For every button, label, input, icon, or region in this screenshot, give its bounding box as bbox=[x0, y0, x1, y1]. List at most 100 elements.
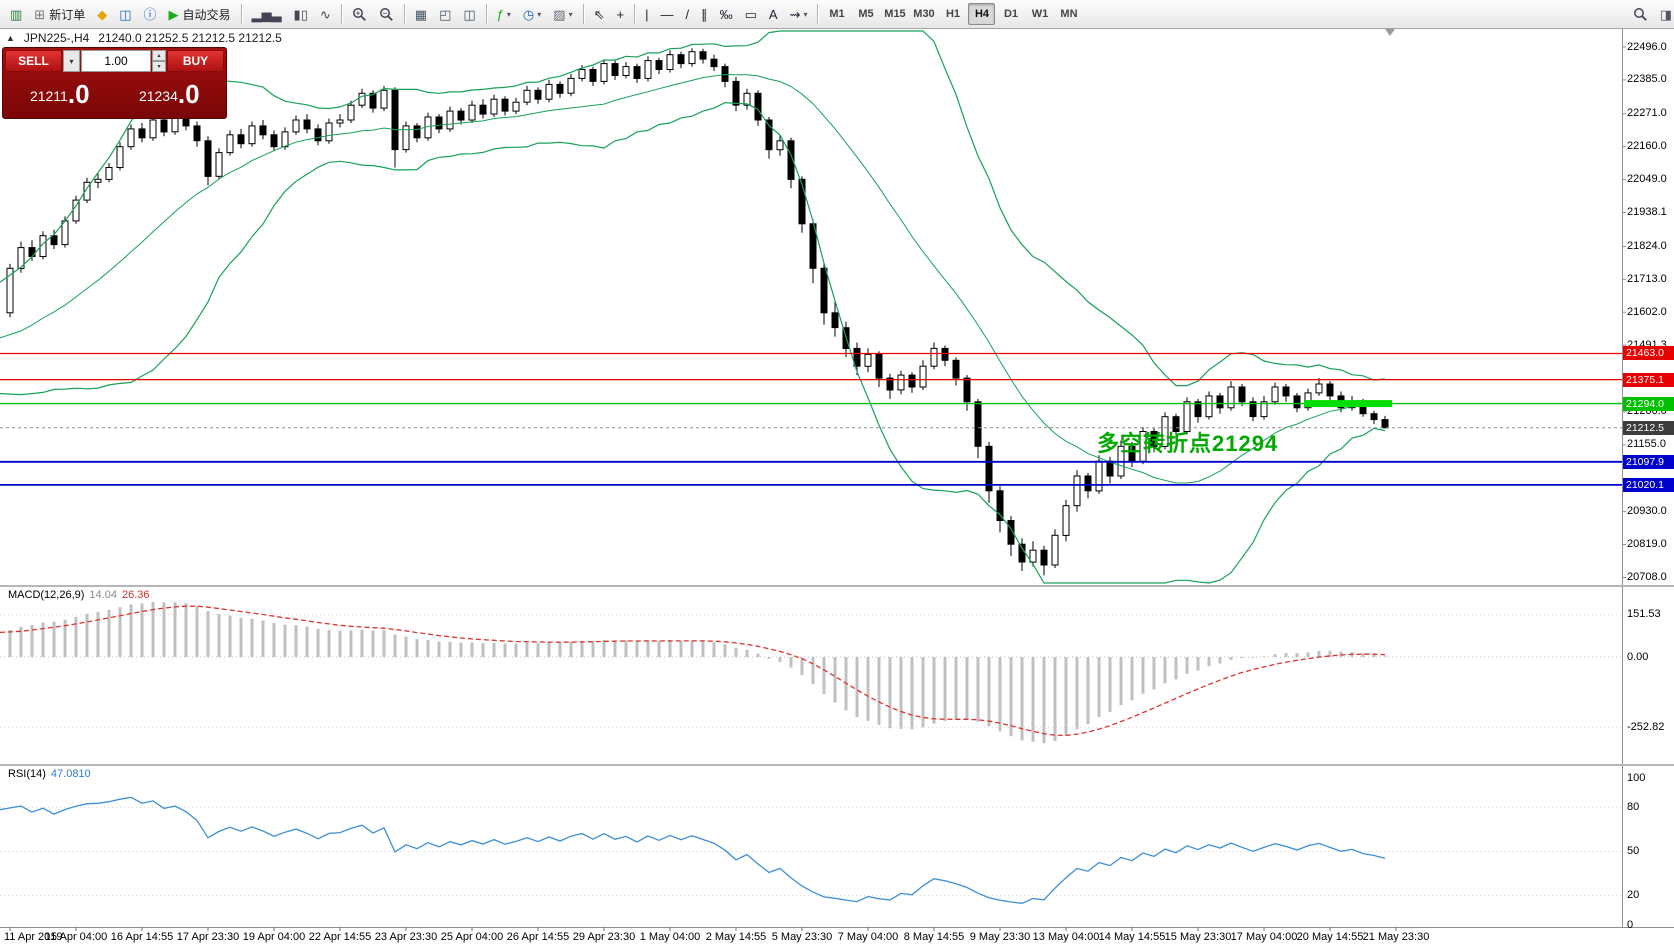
new-order-button[interactable]: ⊞ 新订单 bbox=[29, 2, 90, 27]
timeframe-m15[interactable]: M15 bbox=[884, 8, 906, 20]
shapes-icon[interactable]: ▭ bbox=[740, 2, 762, 27]
toolbar-left-groups: ▥ ⊞ 新订单 ◆ ◫ ⓘ ▶ 自动交易 ▂▅▃ ▮▯ ∿ + – ▦ ◰ ◫ ƒ ▾ ◷ ▾ ▨ ▾ ⇖ + | — / ∥ ‰ ▭ A ⇝… bbox=[4, 0, 1627, 28]
horizontal-line-icon[interactable]: — bbox=[655, 2, 678, 27]
timeframe-h4[interactable]: H4 bbox=[968, 3, 996, 25]
lot-decrease-icon[interactable]: ▾ bbox=[152, 61, 166, 72]
timeframe-m5[interactable]: M5 bbox=[858, 8, 874, 20]
trade-widget-prices: 21211.0 21234.0 bbox=[5, 72, 224, 116]
time-axis-label: 8 May 14:55 bbox=[903, 931, 965, 943]
panels-icon[interactable]: ◨ bbox=[1659, 6, 1672, 22]
price-axis-label: 22271.0 bbox=[1627, 107, 1667, 120]
lot-increase-icon[interactable]: ▴ bbox=[152, 50, 166, 61]
toolbar-separator bbox=[403, 4, 405, 24]
line-chart-icon-glyph: ∿ bbox=[319, 6, 331, 22]
rsi-axis-label: 20 bbox=[1627, 889, 1640, 902]
sell-button[interactable]: SELL bbox=[5, 50, 62, 72]
toolbar-separator bbox=[240, 4, 242, 24]
zoom-in-icon[interactable]: + bbox=[347, 2, 372, 27]
data-window-icon[interactable]: ⓘ bbox=[139, 2, 162, 27]
trendline-icon-glyph: / bbox=[685, 6, 690, 22]
periods-icon-glyph: ◷ bbox=[522, 6, 535, 22]
text-icon[interactable]: A bbox=[764, 2, 783, 27]
zoom-out-icon[interactable]: – bbox=[374, 2, 399, 27]
auto-arrange-icon-glyph: ▦ bbox=[414, 6, 428, 22]
svg-text:–: – bbox=[383, 8, 387, 17]
toolbar-separator bbox=[582, 4, 584, 24]
time-axis-label: 1 May 04:00 bbox=[639, 931, 701, 943]
metaeditor-icon[interactable]: ◆ bbox=[92, 2, 112, 27]
indicators-icon[interactable]: ƒ ▾ bbox=[492, 2, 516, 27]
buy-price-int: 21234 bbox=[138, 88, 178, 104]
channel-icon[interactable]: ∥ bbox=[696, 2, 713, 27]
dropdown-caret-icon: ▾ bbox=[568, 9, 573, 19]
time-axis-label: 5 May 23:30 bbox=[771, 931, 833, 943]
highlight-segment[interactable] bbox=[1304, 400, 1392, 408]
dropdown-caret-icon: ▾ bbox=[537, 9, 542, 19]
new-order-button-label: 新订单 bbox=[49, 7, 86, 22]
cursor-icon[interactable]: ⇖ bbox=[589, 2, 610, 27]
toolbar-separator bbox=[340, 4, 342, 24]
timeframe-w1[interactable]: W1 bbox=[1031, 8, 1049, 20]
buy-button[interactable]: BUY bbox=[167, 50, 224, 72]
price-level-tag: 21020.1 bbox=[1623, 477, 1674, 492]
macd-axis-label: 0.00 bbox=[1627, 650, 1649, 663]
price-level-tag: 21375.1 bbox=[1623, 372, 1674, 387]
metaeditor-icon-glyph: ◆ bbox=[97, 6, 108, 22]
macd-indicator-label: MACD(12,26,9) 14.04 26.36 bbox=[8, 589, 149, 601]
buy-price[interactable]: 21234.0 bbox=[115, 81, 225, 107]
time-axis-label: 20 May 14:55 bbox=[1296, 931, 1364, 943]
sell-price-int: 21211 bbox=[29, 88, 68, 104]
arrow-tools-icon-glyph: ⇝ bbox=[789, 6, 801, 22]
templates-icon[interactable]: ▨ ▾ bbox=[548, 2, 577, 27]
price-axis-label: 21155.0 bbox=[1627, 438, 1666, 451]
price-axis-label: 21713.0 bbox=[1627, 272, 1667, 285]
sell-price-frac: .0 bbox=[67, 79, 90, 109]
lot-stepper[interactable]: ▴ ▾ bbox=[152, 50, 166, 72]
autotrading-button[interactable]: ▶ 自动交易 bbox=[164, 2, 236, 27]
text-icon-glyph: A bbox=[768, 6, 778, 22]
macd-signal-value: 26.36 bbox=[121, 589, 150, 601]
rsi-axis-label: 50 bbox=[1627, 845, 1640, 857]
line-chart-icon[interactable]: ∿ bbox=[315, 2, 336, 27]
new-order-glyph: ⊞ bbox=[34, 6, 46, 22]
timeframe-mn[interactable]: MN bbox=[1060, 8, 1078, 20]
cascade-windows-icon-glyph: ◰ bbox=[439, 6, 452, 22]
time-axis-label: 22 Apr 14:55 bbox=[308, 931, 372, 943]
fibonacci-icon[interactable]: ‰ bbox=[715, 2, 738, 27]
candlestick-chart-icon[interactable]: ▮▯ bbox=[289, 2, 313, 27]
lot-size-input[interactable]: 1.00 bbox=[81, 50, 151, 72]
arrow-tools-icon[interactable]: ⇝ ▾ bbox=[785, 2, 813, 27]
time-axis-label: 14 May 14:55 bbox=[1098, 931, 1166, 943]
price-axis-label: 22049.0 bbox=[1627, 173, 1667, 186]
macd-name: MACD(12,26,9) bbox=[8, 589, 85, 601]
vertical-line-icon[interactable]: | bbox=[640, 2, 653, 27]
lot-dropdown-button[interactable]: ▾ bbox=[63, 50, 80, 72]
timeframe-m30[interactable]: M30 bbox=[913, 8, 935, 20]
periods-icon[interactable]: ◷ ▾ bbox=[518, 2, 546, 27]
price-axis-label: 21824.0 bbox=[1627, 239, 1667, 252]
market-watch-icon[interactable]: ◫ bbox=[114, 2, 136, 27]
bar-chart-icon[interactable]: ▂▅▃ bbox=[247, 2, 287, 27]
search-icon[interactable] bbox=[1628, 2, 1653, 27]
trendline-icon[interactable]: / bbox=[680, 2, 694, 27]
time-axis-label: 17 Apr 23:30 bbox=[176, 931, 240, 943]
charts-window-icon[interactable]: ▥ bbox=[5, 2, 27, 27]
timeframe-m1[interactable]: M1 bbox=[829, 8, 845, 20]
time-axis-label: 15 Apr 04:00 bbox=[44, 931, 108, 943]
timeframe-h1[interactable]: H1 bbox=[945, 8, 961, 20]
macd-main-value: 14.04 bbox=[89, 589, 117, 601]
timeframe-d1[interactable]: D1 bbox=[1003, 8, 1019, 20]
rsi-indicator-label: RSI(14) 47.0810 bbox=[8, 768, 91, 780]
crosshair-icon[interactable]: + bbox=[611, 2, 629, 27]
auto-arrange-icon[interactable]: ▦ bbox=[410, 2, 432, 27]
tile-windows-icon[interactable]: ◫ bbox=[458, 2, 480, 27]
time-axis-label: 23 Apr 23:30 bbox=[374, 931, 438, 943]
cascade-windows-icon[interactable]: ◰ bbox=[434, 2, 456, 27]
data-window-icon-glyph: ⓘ bbox=[143, 6, 157, 22]
templates-icon-glyph: ▨ bbox=[553, 6, 566, 22]
sell-price[interactable]: 21211.0 bbox=[5, 81, 115, 107]
price-axis-label: 20708.0 bbox=[1627, 570, 1667, 583]
chevron-down-icon: ▾ bbox=[69, 56, 74, 66]
price-axis-label: 21938.1 bbox=[1627, 206, 1667, 219]
